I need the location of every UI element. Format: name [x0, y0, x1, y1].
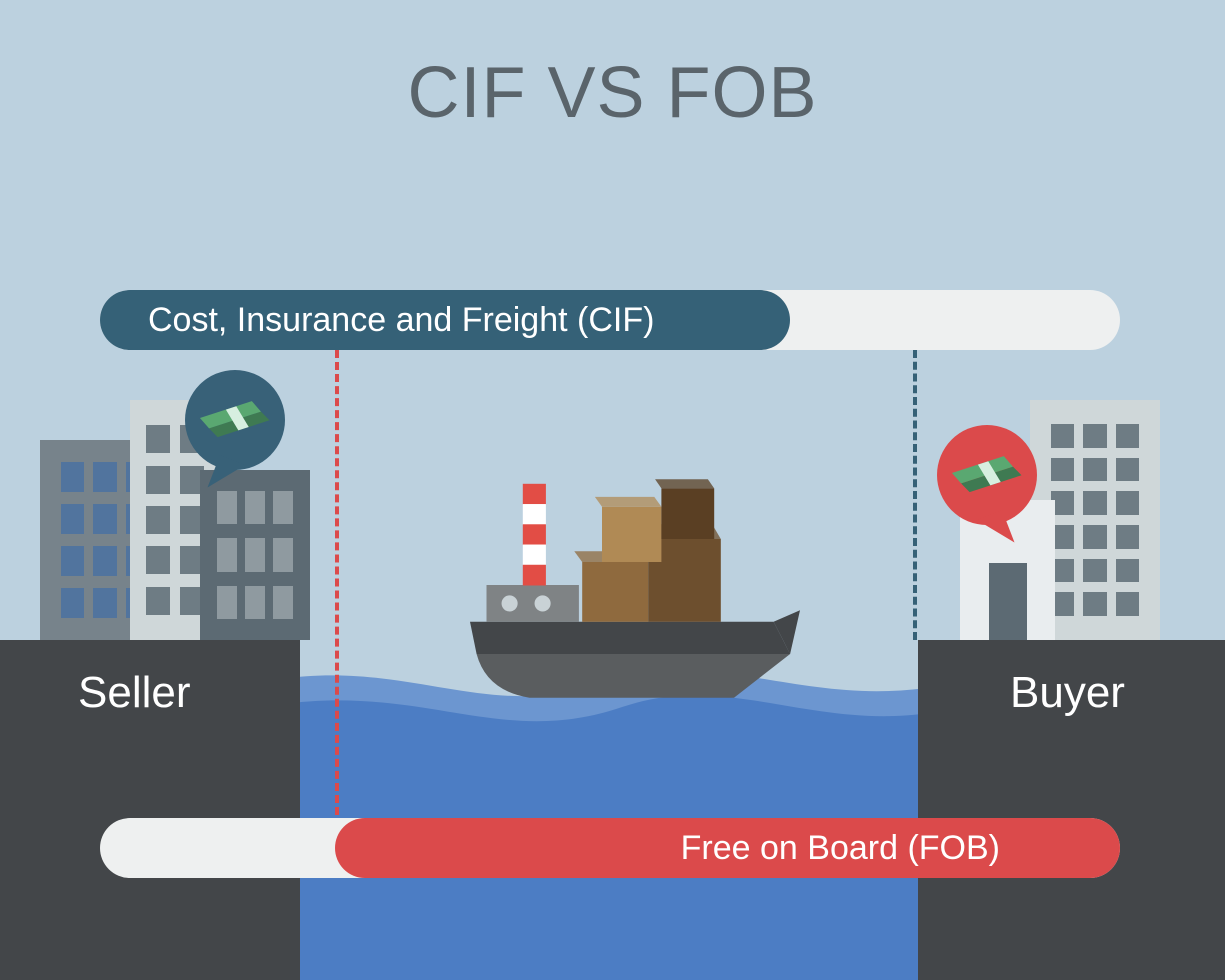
- window: [93, 588, 116, 617]
- window: [1083, 458, 1106, 482]
- window: [1083, 491, 1106, 515]
- cif-bar-label: Cost, Insurance and Freight (CIF): [148, 301, 654, 340]
- window: [245, 491, 265, 524]
- window: [1116, 458, 1139, 482]
- window: [1116, 491, 1139, 515]
- door: [989, 563, 1027, 640]
- window: [273, 538, 293, 571]
- window: [61, 546, 84, 575]
- window: [217, 491, 237, 524]
- window: [93, 546, 116, 575]
- page-title: CIF VS FOB: [0, 52, 1225, 134]
- window: [93, 462, 116, 491]
- guide-fob_end: [335, 350, 339, 815]
- buyer-label: Buyer: [1010, 668, 1125, 718]
- infographic-stage: CIF VS FOB Cost, Insurance and Freight (C…: [0, 0, 1225, 980]
- fob-bar-label: Free on Board (FOB): [681, 829, 1000, 868]
- seller-money-bubble-icon: [165, 350, 305, 490]
- window: [1116, 424, 1139, 448]
- ship-icon: [470, 470, 800, 700]
- window: [245, 538, 265, 571]
- window: [217, 538, 237, 571]
- window: [1083, 424, 1106, 448]
- window: [61, 504, 84, 533]
- window: [146, 546, 170, 574]
- window: [93, 504, 116, 533]
- window: [61, 462, 84, 491]
- window: [273, 586, 293, 619]
- seller-label: Seller: [78, 668, 191, 718]
- window: [1083, 559, 1106, 583]
- window: [1116, 559, 1139, 583]
- window: [245, 586, 265, 619]
- window: [1116, 525, 1139, 549]
- window: [61, 588, 84, 617]
- window: [1116, 592, 1139, 616]
- window: [273, 491, 293, 524]
- fob-bar-fill: Free on Board (FOB): [335, 818, 1120, 878]
- window: [1083, 592, 1106, 616]
- window: [146, 506, 170, 534]
- window: [1083, 525, 1106, 549]
- buyer-money-bubble-icon: [917, 405, 1057, 545]
- window: [146, 587, 170, 615]
- window: [217, 586, 237, 619]
- cif-bar-fill: Cost, Insurance and Freight (CIF): [100, 290, 790, 350]
